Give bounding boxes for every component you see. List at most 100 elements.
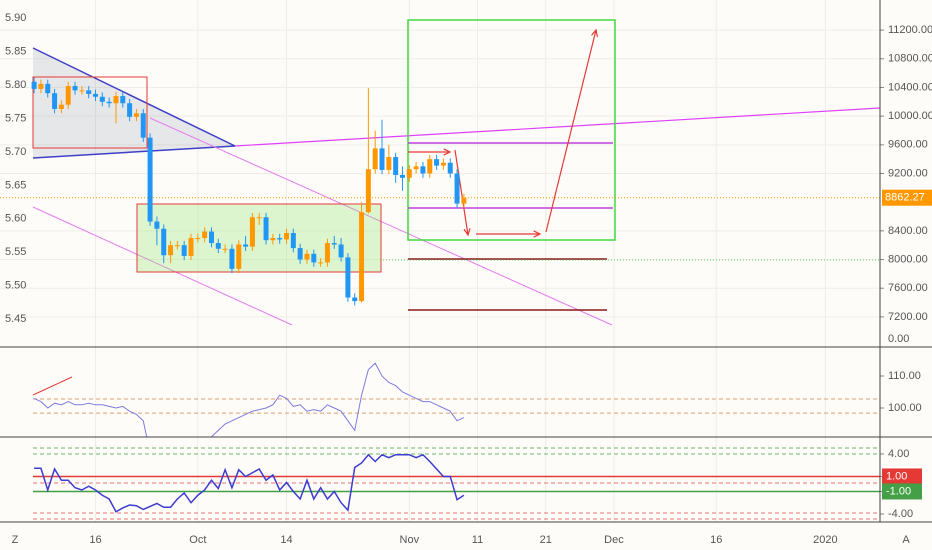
candle-body [195, 238, 201, 240]
y-tick-label: 11200.00 [888, 24, 932, 36]
x-tick-label: Nov [400, 534, 420, 546]
y2-tick-label: 5.55 [5, 246, 26, 258]
indicator-1 [32, 362, 880, 437]
candle-body [127, 103, 133, 117]
y2-tick-label: 5.90 [5, 12, 26, 24]
candle-body [290, 233, 296, 249]
candle-body [420, 166, 426, 174]
candle-body [331, 243, 337, 245]
candle-body [202, 231, 208, 239]
candle-body [284, 233, 290, 240]
y2-tick-label: 5.70 [5, 146, 26, 158]
candle-body [147, 137, 153, 222]
candle-body [168, 245, 174, 256]
arrow-head [463, 228, 471, 237]
target-box [407, 19, 616, 241]
trendline [32, 47, 236, 147]
candle-body [393, 157, 399, 175]
y-tick-label: 9200.00 [888, 167, 928, 179]
y-tick-label: -1.00 [886, 485, 911, 497]
y-tick-label: 7200.00 [888, 311, 928, 323]
candle-body [45, 83, 51, 94]
corner-label: Z [12, 534, 19, 546]
level-label-box [882, 483, 922, 500]
candle-body [359, 212, 365, 302]
x-tick-label: 11 [472, 534, 483, 546]
candle-body [86, 90, 92, 94]
y-tick-label: 110.00 [888, 370, 921, 382]
candle-body [256, 217, 262, 219]
y-tick-label: 1.00 [886, 470, 907, 482]
candle-body [440, 162, 446, 166]
candle-body [38, 83, 44, 89]
candle-body [345, 257, 351, 298]
candle-body [222, 248, 228, 250]
candle-body [140, 113, 146, 138]
candle-body [113, 96, 119, 104]
arrow [454, 149, 469, 236]
y-tick-label: 7600.00 [888, 282, 928, 294]
y-tick-label: 10000.00 [888, 110, 932, 122]
candle-body [188, 238, 194, 256]
y-tick-label: 8400.00 [888, 225, 928, 237]
candle-body [338, 244, 344, 258]
candle-body [229, 248, 235, 269]
y-tick-label: 10800.00 [888, 53, 932, 65]
y2-tick-label: 5.75 [5, 112, 26, 124]
x-tick-label: Dec [604, 534, 624, 546]
trendline [32, 145, 236, 159]
indicator-line [34, 453, 465, 513]
candle-body [65, 86, 71, 105]
trendline [32, 206, 293, 326]
candle-body [99, 96, 105, 102]
x-tick-label: 16 [710, 534, 722, 546]
arrow-head [443, 148, 452, 156]
y-tick-label: 8000.00 [888, 253, 928, 265]
candle-body [277, 238, 283, 240]
price-label: 8862.27 [885, 192, 925, 204]
candle-body [447, 162, 453, 174]
y2-tick-label: 5.85 [5, 45, 26, 57]
candle-body [386, 157, 392, 170]
candle-body [427, 159, 433, 174]
candle-body [372, 148, 378, 170]
candle-body [434, 159, 440, 166]
range-box [32, 76, 148, 149]
candle-body [31, 81, 37, 89]
arrow-head [533, 230, 542, 238]
candle-body [236, 244, 242, 269]
candle-body [93, 93, 99, 97]
candle-body [365, 169, 371, 213]
candle-body [133, 113, 139, 117]
candle-body [311, 253, 317, 263]
drawing [32, 376, 73, 396]
x-tick-label: Oct [189, 534, 206, 546]
y2-tick-label: 5.80 [5, 79, 26, 91]
candle-body [406, 169, 412, 178]
candle-body [318, 262, 324, 264]
pane-label: 0.00 [888, 333, 909, 345]
indicator-2 [33, 447, 880, 520]
x-tick-label: 14 [280, 534, 292, 546]
candle-body [52, 93, 58, 109]
candle-body [399, 174, 405, 178]
candle-body [297, 248, 303, 260]
candles [31, 77, 467, 306]
trendline [234, 107, 880, 147]
candle-body [413, 166, 419, 170]
arrow [545, 29, 597, 233]
y-tick-label: 10400.00 [888, 81, 932, 93]
candle-body [215, 243, 221, 249]
triangle-shade [33, 48, 235, 158]
candle-body [181, 245, 187, 256]
candle-body [154, 221, 160, 229]
candle-body [249, 217, 255, 247]
indicator-line [33, 362, 465, 437]
price-label-box [882, 189, 932, 206]
candle-body [106, 101, 112, 104]
candle-body [79, 90, 85, 92]
candle-body [352, 297, 358, 302]
x-tick-label: 2020 [813, 534, 837, 546]
